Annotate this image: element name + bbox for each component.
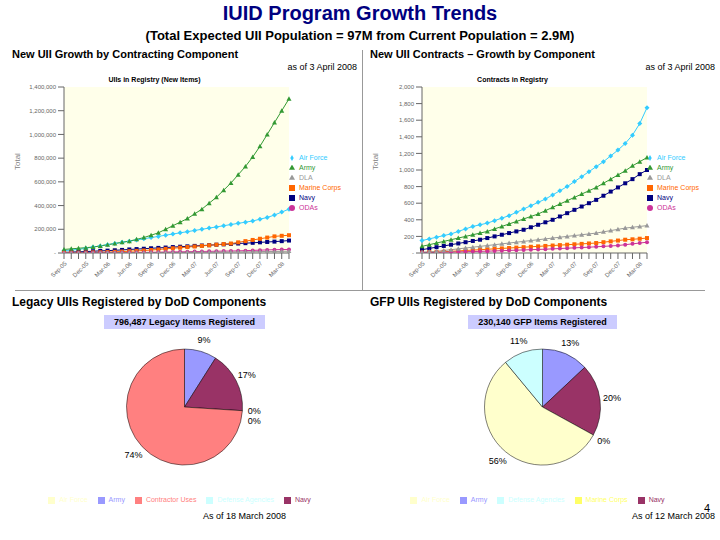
svg-text:200,000: 200,000	[34, 226, 56, 232]
html-text:230,140 GFP Items Registered: 230,140 GFP Items Registered	[478, 317, 607, 327]
html-text:4: 4	[703, 502, 710, 514]
svg-text:0%: 0%	[248, 406, 261, 416]
svg-text:-: -	[412, 250, 414, 256]
svg-text:56%: 56%	[489, 456, 507, 466]
svg-text:400,000: 400,000	[34, 203, 56, 209]
svg-text:400: 400	[404, 217, 415, 223]
svg-text:Dec-05: Dec-05	[72, 260, 90, 278]
html-text:796,487 Legacy Items Registere: 796,487 Legacy Items Registered	[114, 317, 255, 327]
svg-text:Sep-05: Sep-05	[408, 260, 426, 278]
svg-text:11%: 11%	[510, 336, 527, 346]
svg-text:Dec-07: Dec-07	[246, 260, 264, 278]
html-text:Defense Agencies: Defense Agencies	[508, 496, 565, 504]
html-text:Army: Army	[299, 164, 316, 171]
svg-text:600,000: 600,000	[34, 179, 56, 185]
html-text:As of 18 March 2008: As of 18 March 2008	[203, 511, 286, 521]
html-text:DLA: DLA	[299, 174, 313, 181]
svg-text:-: -	[54, 250, 56, 256]
svg-text:Dec-07: Dec-07	[604, 260, 622, 278]
svg-text:Dec-06: Dec-06	[159, 260, 177, 278]
svg-text:2,000: 2,000	[399, 84, 415, 90]
svg-text:Sep-06: Sep-06	[137, 260, 155, 278]
svg-text:Total: Total	[13, 153, 22, 170]
html-text:New UII Contracts – Growth by: New UII Contracts – Growth by Component	[370, 48, 595, 60]
html-text:ODAs: ODAs	[657, 204, 676, 211]
svg-text:Mar-06: Mar-06	[452, 260, 470, 278]
html-text:Navy: Navy	[657, 194, 673, 201]
svg-text:Dec-06: Dec-06	[517, 260, 535, 278]
svg-text:Sep-06: Sep-06	[495, 260, 513, 278]
svg-text:1,200,000: 1,200,000	[29, 108, 56, 114]
svg-text:Jun-07: Jun-07	[203, 260, 221, 278]
html-text:Air Force: Air Force	[299, 154, 328, 161]
svg-text:Jun-07: Jun-07	[561, 260, 579, 278]
svg-text:Mar-06: Mar-06	[94, 260, 112, 278]
html-text:Contractor Uses: Contractor Uses	[145, 496, 197, 504]
html-text:Air Force: Air Force	[657, 154, 686, 161]
html-text:ODAs: ODAs	[299, 204, 318, 211]
svg-text:Dec-05: Dec-05	[430, 260, 448, 278]
html-text:Army: Army	[470, 496, 488, 504]
html-text:Army: Army	[657, 164, 674, 171]
svg-text:20%: 20%	[603, 393, 621, 403]
svg-text:Jun-06: Jun-06	[116, 260, 134, 278]
svg-text:Jun-06: Jun-06	[474, 260, 492, 278]
svg-text:800: 800	[404, 184, 415, 190]
svg-text:Mar-08: Mar-08	[268, 260, 286, 278]
html-text:Legacy UIIs Registered by DoD: Legacy UIIs Registered by DoD Components	[12, 295, 267, 309]
svg-text:13%: 13%	[561, 338, 579, 348]
html-text:Army: Army	[108, 496, 125, 504]
svg-text:Total: Total	[371, 153, 380, 170]
svg-text:1,400: 1,400	[399, 134, 415, 140]
svg-text:Mar-08: Mar-08	[626, 260, 644, 278]
svg-text:Sep-07: Sep-07	[224, 260, 242, 278]
html-text:Marine Corps: Marine Corps	[657, 184, 699, 191]
svg-text:800,000: 800,000	[34, 155, 56, 161]
svg-text:9%: 9%	[198, 335, 211, 345]
svg-text:600: 600	[404, 200, 415, 206]
html-text:UIIs in Registry (New Items): UIIs in Registry (New Items)	[108, 76, 201, 83]
html-text:(Total Expected UII Population: (Total Expected UII Population = 97M fro…	[145, 28, 575, 43]
svg-text:74%: 74%	[124, 450, 142, 460]
html-text:Defense Agencies: Defense Agencies	[217, 496, 274, 504]
html-text:as of 3 April 2008: as of 3 April 2008	[287, 62, 357, 72]
svg-text:Mar-07: Mar-07	[181, 260, 199, 278]
svg-text:0%: 0%	[597, 436, 610, 446]
html-text:as of 3 April 2008: as of 3 April 2008	[645, 62, 715, 72]
html-text:Navy: Navy	[648, 496, 665, 504]
html-text:Navy: Navy	[299, 194, 315, 201]
html-text:DLA: DLA	[657, 174, 671, 181]
svg-text:1,400,000: 1,400,000	[29, 84, 56, 90]
svg-text:200: 200	[404, 234, 415, 240]
html-text:IUID Program Growth Trends: IUID Program Growth Trends	[222, 2, 498, 24]
html-text:Contracts in Registry: Contracts in Registry	[477, 76, 548, 83]
html-text:Air Force: Air Force	[421, 496, 450, 504]
svg-text:Sep-05: Sep-05	[50, 260, 68, 278]
svg-text:Mar-07: Mar-07	[539, 260, 557, 278]
html-text:Marine Corps: Marine Corps	[585, 496, 628, 504]
svg-text:1,000: 1,000	[399, 167, 415, 173]
svg-text:1,200: 1,200	[399, 151, 415, 157]
html-text:New UII Growth by Contracting: New UII Growth by Contracting Component	[12, 48, 239, 60]
html-text:Navy: Navy	[294, 496, 311, 504]
html-text:Air Force: Air Force	[59, 496, 88, 504]
svg-text:17%: 17%	[238, 370, 256, 380]
svg-text:0%: 0%	[248, 416, 261, 426]
html-text:GFP UIIs Registered by DoD Com: GFP UIIs Registered by DoD Components	[370, 295, 608, 309]
svg-text:Sep-07: Sep-07	[582, 260, 600, 278]
html-text:Marine Corps: Marine Corps	[299, 184, 341, 191]
svg-text:1,600: 1,600	[399, 117, 415, 123]
svg-text:1,800: 1,800	[399, 101, 415, 107]
svg-text:1,000,000: 1,000,000	[29, 132, 56, 138]
html-text:As of 12 March 2008: As of 12 March 2008	[631, 511, 715, 521]
